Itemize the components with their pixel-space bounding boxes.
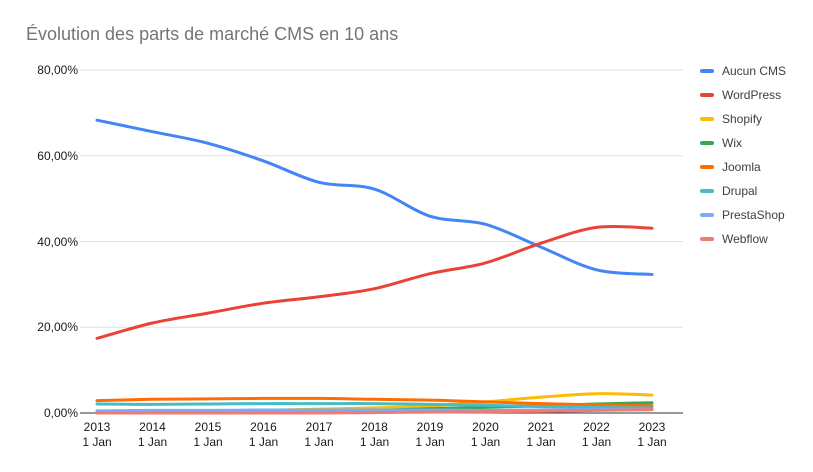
legend-item-shopify[interactable]: Shopify — [700, 107, 786, 131]
x-axis-date-sublabel: 1 Jan — [82, 435, 112, 449]
x-axis-date-sublabel: 1 Jan — [526, 435, 556, 449]
legend-item-wordpress[interactable]: WordPress — [700, 83, 786, 107]
legend-swatch-icon — [700, 141, 714, 145]
series-line-joomla[interactable] — [95, 396, 654, 408]
legend-label: WordPress — [722, 88, 782, 102]
x-axis-year-label: 2015 — [194, 420, 222, 434]
x-axis-tick-label: 2019 1 Jan — [402, 420, 458, 450]
x-axis-tick-label: 2022 1 Jan — [569, 420, 625, 450]
legend-swatch-icon — [700, 237, 714, 241]
x-axis-date-sublabel: 1 Jan — [304, 435, 334, 449]
legend-item-wix[interactable]: Wix — [700, 131, 786, 155]
series-line-aucun-cms[interactable] — [95, 118, 654, 276]
x-axis-tick-label: 2018 1 Jan — [347, 420, 403, 450]
x-axis-tick-label: 2020 1 Jan — [458, 420, 514, 450]
series-line-webflow[interactable] — [95, 408, 654, 415]
x-axis-year-label: 2022 — [583, 420, 610, 434]
x-axis-year-label: 2018 — [361, 420, 388, 434]
x-axis-year-label: 2020 — [472, 420, 499, 434]
y-axis-tick-label: 20,00% — [37, 320, 78, 335]
x-axis-tick-label: 2016 1 Jan — [236, 420, 292, 450]
legend-swatch-icon — [700, 93, 714, 97]
legend-label: PrestaShop — [722, 208, 785, 222]
series-line-wordpress[interactable] — [95, 224, 654, 340]
chart-legend: Aucun CMS WordPress Shopify Wix Joomla D… — [700, 59, 786, 251]
legend-swatch-icon — [700, 213, 714, 217]
x-axis-date-sublabel: 1 Jan — [359, 435, 390, 449]
x-axis-year-label: 2021 — [527, 420, 555, 434]
x-axis-tick-label: 2023 1 Jan — [624, 420, 680, 450]
x-axis-date-sublabel: 1 Jan — [637, 435, 667, 449]
legend-label: Drupal — [722, 184, 758, 198]
x-axis-year-label: 2017 — [305, 420, 333, 434]
legend-item-drupal[interactable]: Drupal — [700, 179, 786, 203]
x-axis-tick-label: 2013 1 Jan — [69, 420, 125, 450]
x-axis-tick-label: 2014 1 Jan — [125, 420, 181, 450]
x-axis-year-label: 2019 — [416, 420, 444, 434]
series-line-drupal[interactable] — [95, 402, 654, 410]
chart-title: Évolution des parts de marché CMS en 10 … — [26, 24, 399, 44]
x-axis-date-sublabel: 1 Jan — [470, 435, 501, 449]
y-axis-tick-label: 0,00% — [43, 406, 78, 420]
x-axis-year-label: 2023 — [638, 420, 666, 434]
x-axis-year-label: 2014 — [139, 420, 166, 434]
x-axis-date-sublabel: 1 Jan — [193, 435, 223, 449]
legend-label: Webflow — [722, 232, 768, 246]
x-axis-date-sublabel: 1 Jan — [137, 435, 168, 449]
legend-swatch-icon — [700, 189, 714, 193]
legend-swatch-icon — [700, 69, 714, 73]
legend-label: Shopify — [722, 112, 763, 126]
legend-item-prestashop[interactable]: PrestaShop — [700, 203, 786, 227]
legend-swatch-icon — [700, 165, 714, 169]
y-axis-tick-label: 80,00% — [37, 63, 78, 77]
x-axis-tick-label: 2015 1 Jan — [180, 420, 236, 450]
x-axis-year-label: 2016 — [250, 420, 277, 434]
x-axis-tick-label: 2017 1 Jan — [291, 420, 347, 450]
y-axis-tick-label: 40,00% — [37, 234, 78, 249]
legend-label: Wix — [722, 136, 742, 150]
legend-label: Joomla — [722, 160, 761, 174]
x-axis-date-sublabel: 1 Jan — [248, 435, 279, 449]
legend-label: Aucun CMS — [722, 64, 787, 78]
y-axis-tick-label: 60,00% — [37, 148, 78, 163]
legend-swatch-icon — [700, 117, 714, 121]
x-axis-date-sublabel: 1 Jan — [581, 435, 612, 449]
legend-item-joomla[interactable]: Joomla — [700, 155, 786, 179]
x-axis-year-label: 2013 — [83, 420, 111, 434]
x-axis-date-sublabel: 1 Jan — [415, 435, 445, 449]
legend-item-aucun-cms[interactable]: Aucun CMS — [700, 59, 786, 83]
x-axis-tick-label: 2021 1 Jan — [513, 420, 569, 450]
legend-item-webflow[interactable]: Webflow — [700, 227, 786, 251]
